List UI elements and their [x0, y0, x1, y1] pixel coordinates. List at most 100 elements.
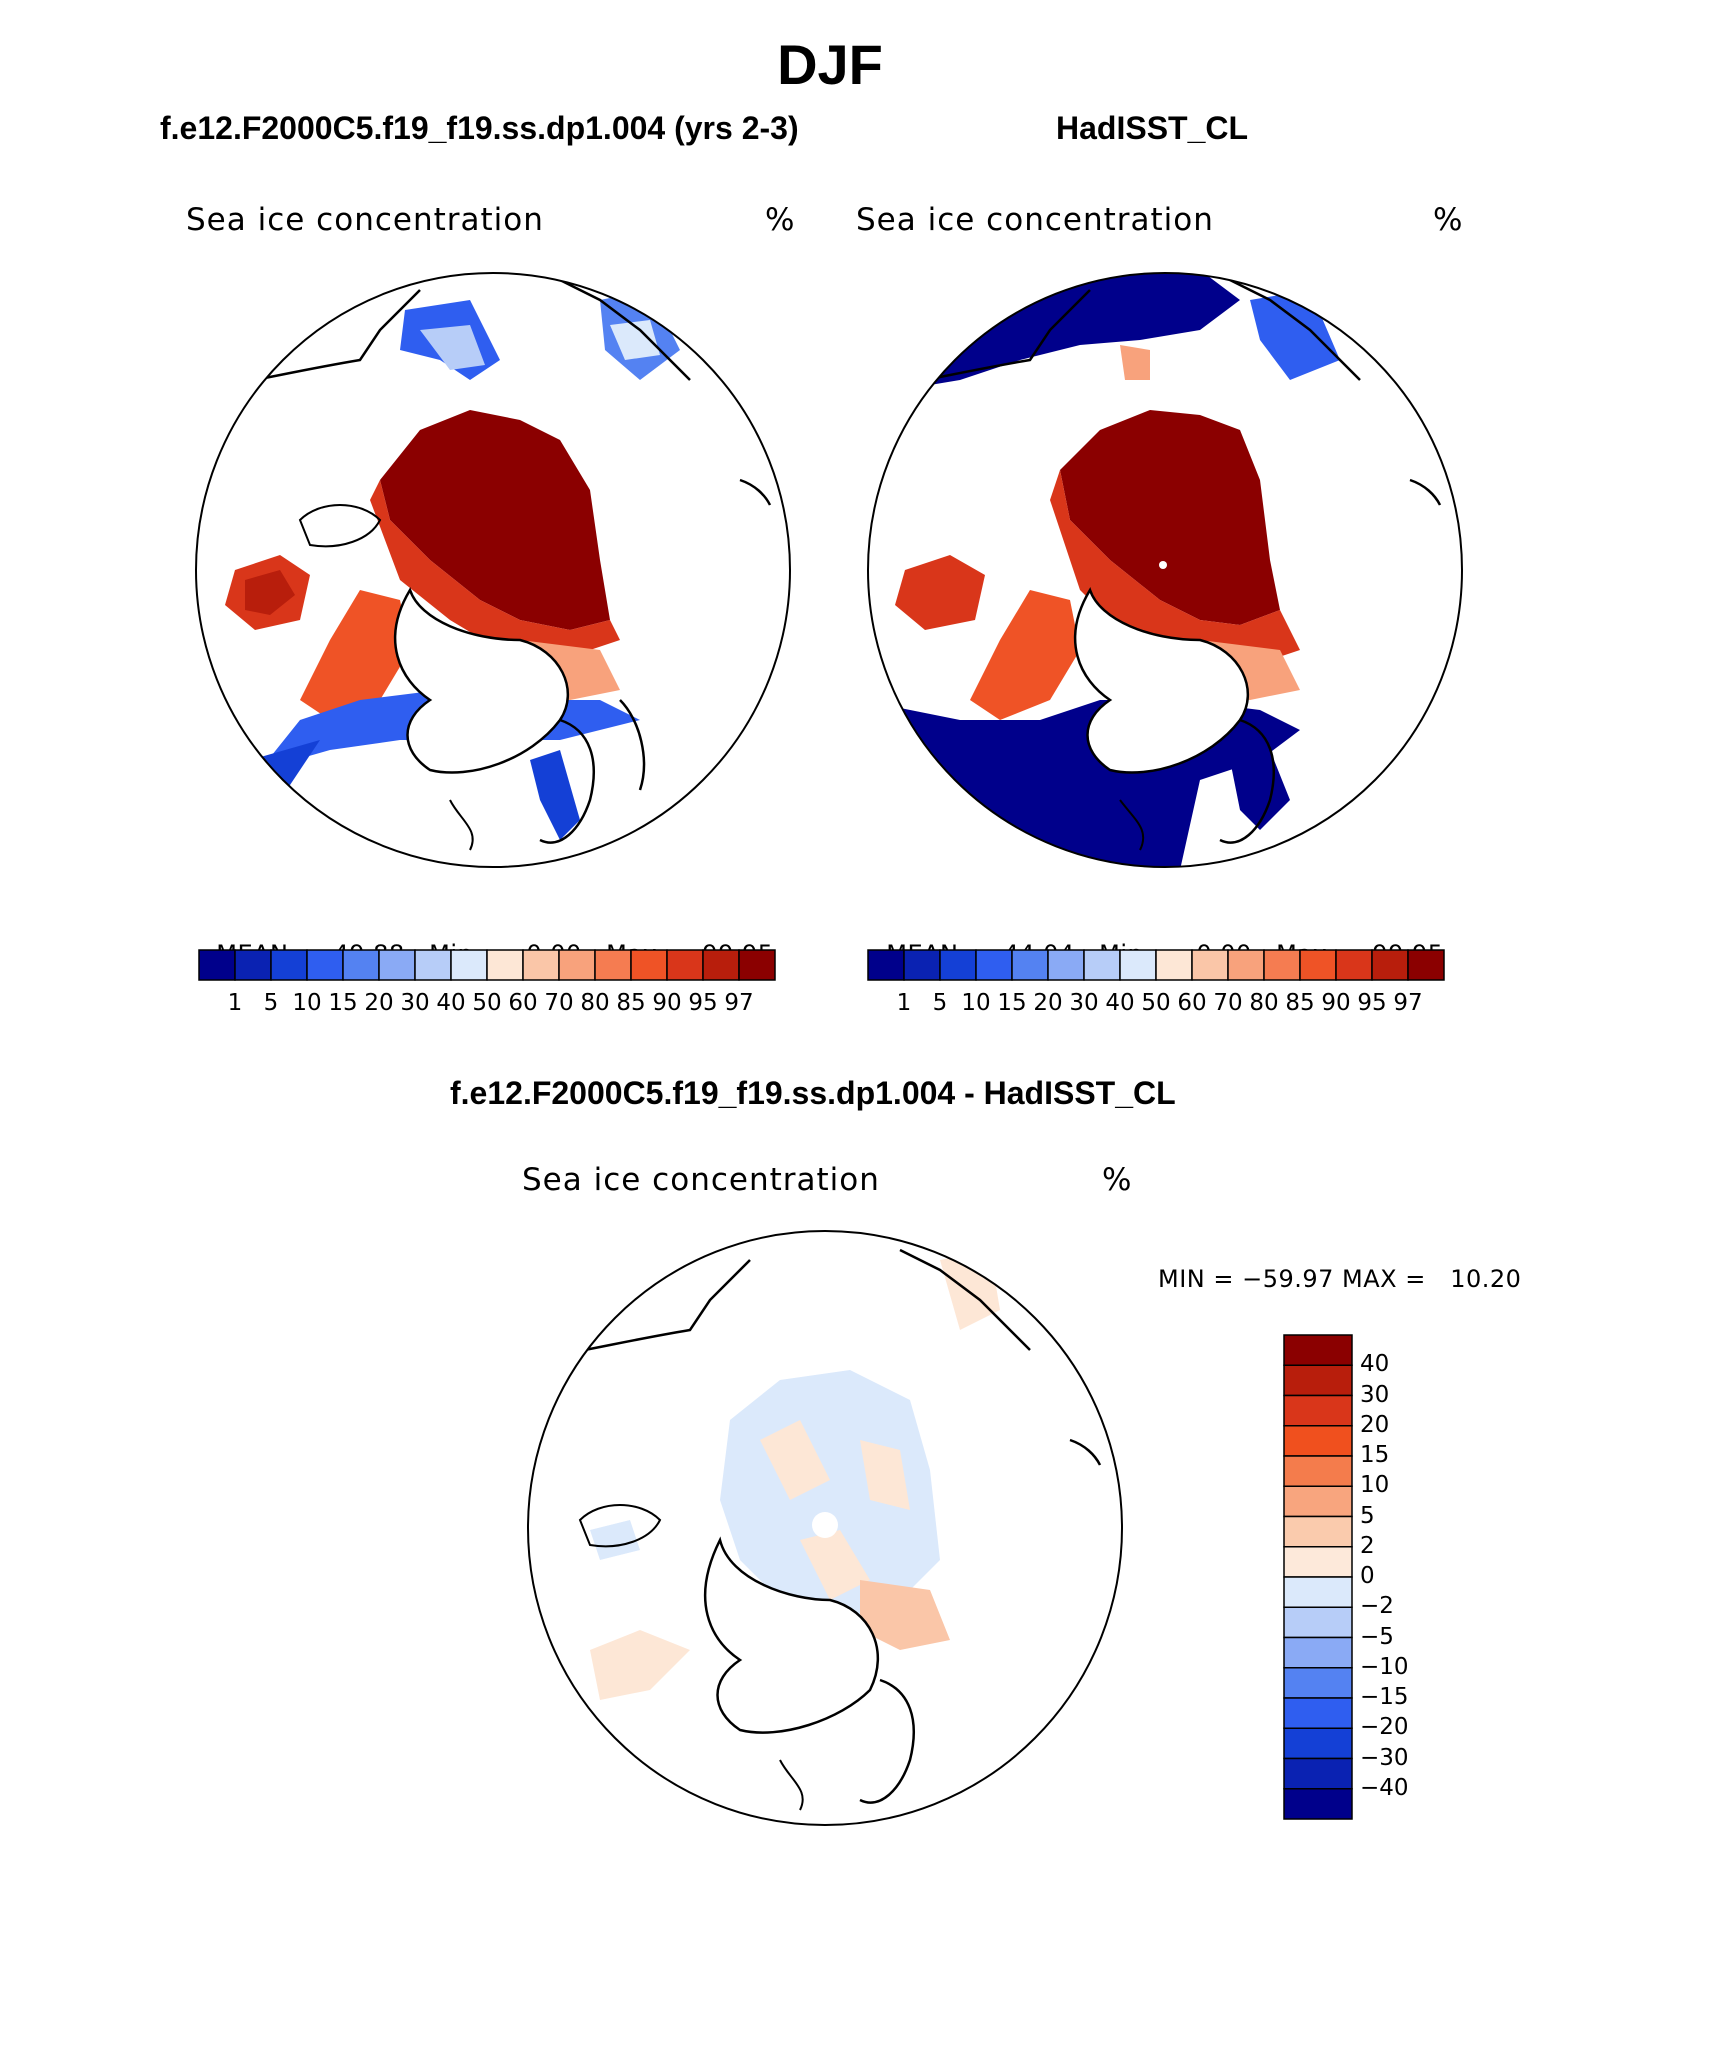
- colorbar-diff-tick-label: 0: [1360, 1563, 1375, 1589]
- colorbar-model-swatch: [738, 949, 776, 981]
- colorbar-diff-tick-label: −20: [1360, 1714, 1409, 1741]
- colorbar-model-tick-label: 85: [616, 990, 646, 1016]
- colorbar-model-swatch: [486, 949, 524, 981]
- colorbar-diff-tick-label: −30: [1360, 1744, 1409, 1771]
- colorbar-model-tick-label: 90: [652, 990, 682, 1016]
- panel-obs-title: HadISST_CL: [1056, 110, 1249, 146]
- colorbar-model-swatch: [558, 949, 596, 981]
- panel-obs-units: %: [1433, 202, 1464, 238]
- colorbar-diff-swatch: [1283, 1455, 1353, 1487]
- colorbar-diff-swatch: [1283, 1425, 1353, 1457]
- colorbar-diff-swatch: [1283, 1636, 1353, 1669]
- colorbar-diff-tick-label: −10: [1360, 1653, 1409, 1680]
- colorbar-model-swatch: [378, 949, 416, 981]
- colorbar-obs-tick-label: 20: [1033, 990, 1063, 1016]
- colorbar-obs-tick-label: 15: [997, 990, 1027, 1016]
- colorbar-model-tick-label: 1: [227, 990, 243, 1016]
- colorbar-diff-swatch: [1283, 1606, 1353, 1639]
- colorbar-diff-tick-label: −40: [1360, 1774, 1409, 1801]
- colorbar-model-swatch: [306, 949, 344, 981]
- panel-obs-variable-label: Sea ice concentration: [856, 202, 1214, 238]
- colorbar-model-tick-label: 97: [724, 990, 754, 1016]
- map-obs: [868, 273, 1462, 867]
- colorbar-diff-swatch: [1283, 1757, 1353, 1790]
- panel-diff-title: f.e12.F2000C5.f19_f19.ss.dp1.004 - HadIS…: [450, 1075, 1176, 1111]
- colorbar-obs-swatch: [1119, 949, 1157, 981]
- colorbar-obs-tick-label: 80: [1249, 990, 1279, 1016]
- panel-model-variable-label: Sea ice concentration: [186, 202, 544, 238]
- colorbar-obs-tick-label: 30: [1069, 990, 1099, 1016]
- colorbar-obs-tick-label: 97: [1393, 990, 1423, 1016]
- colorbar-model-tick-label: 20: [364, 990, 394, 1016]
- panel-diff-units: %: [1102, 1162, 1133, 1198]
- colorbar-diff-tick-label: 30: [1360, 1381, 1390, 1408]
- panel-model-units: %: [765, 202, 796, 238]
- colorbar-model-swatch: [270, 949, 308, 981]
- panel-diff-minmax: MIN = −59.97 MAX = 10.20: [1158, 1265, 1522, 1293]
- colorbar-obs-tick-label: 60: [1177, 990, 1207, 1016]
- colorbar-diff-swatch: [1283, 1697, 1353, 1729]
- map-diff: [528, 1231, 1122, 1825]
- colorbar-diff-swatch: [1283, 1788, 1353, 1820]
- colorbar-diff-tick-label: −5: [1360, 1623, 1394, 1650]
- colorbar-model-tick-label: 30: [400, 990, 430, 1016]
- colorbar-obs-tick-label: 90: [1321, 990, 1351, 1016]
- colorbar-model-tick-label: 40: [436, 990, 466, 1016]
- colorbar-model-tick-label: 95: [688, 990, 718, 1016]
- colorbar-diff-swatch: [1283, 1667, 1353, 1699]
- colorbar-obs-tick-label: 40: [1105, 990, 1135, 1016]
- colorbar-model-tick-label: 15: [328, 990, 358, 1016]
- colorbar-diff-swatch: [1283, 1334, 1353, 1366]
- colorbar-diff-swatch: [1283, 1364, 1353, 1397]
- colorbar-model-tick-label: 70: [544, 990, 574, 1016]
- colorbar-obs-tick-label: 10: [961, 990, 991, 1016]
- colorbar-obs-tick-label: 50: [1141, 990, 1171, 1016]
- colorbar-obs-tick-label: 5: [932, 990, 948, 1016]
- colorbar-obs-swatch: [1299, 949, 1337, 981]
- colorbar-diff-tick-label: 10: [1360, 1472, 1390, 1499]
- colorbar-obs-swatch: [1263, 949, 1301, 981]
- colorbar-obs-swatch: [1227, 949, 1265, 981]
- colorbar-model-tick-label: 50: [472, 990, 502, 1016]
- colorbar-obs-tick-label: 70: [1213, 990, 1243, 1016]
- colorbar-diff-swatch: [1283, 1515, 1353, 1548]
- colorbar-diff-tick-label: 5: [1360, 1502, 1375, 1529]
- colorbar-model-swatch: [234, 949, 272, 981]
- colorbar-obs-swatch: [1155, 949, 1193, 981]
- panel-diff-variable-label: Sea ice concentration: [522, 1162, 880, 1198]
- colorbar-diff-swatch: [1283, 1546, 1353, 1578]
- colorbar-obs-swatch: [1371, 949, 1409, 981]
- colorbar-obs-swatch: [1083, 949, 1121, 981]
- colorbar-model-tick-label: 60: [508, 990, 538, 1016]
- colorbar-diff-tick-label: 2: [1360, 1532, 1375, 1559]
- colorbar-model-tick-label: 10: [292, 990, 322, 1016]
- colorbar-model-swatch: [666, 949, 704, 981]
- colorbar-model-swatch: [198, 949, 236, 981]
- colorbar-diff-swatch: [1283, 1727, 1353, 1760]
- colorbar-diff-swatch: [1283, 1576, 1353, 1608]
- colorbar-obs-swatch: [903, 949, 941, 981]
- panel-model-title: f.e12.F2000C5.f19_f19.ss.dp1.004 (yrs 2-…: [160, 110, 799, 146]
- colorbar-diff-tick-label: 15: [1360, 1442, 1390, 1468]
- page-title: DJF: [777, 33, 883, 96]
- colorbar-obs-tick-label: 95: [1357, 990, 1387, 1016]
- colorbar-diff-tick-label: 20: [1360, 1411, 1390, 1438]
- map-model: [196, 273, 790, 867]
- colorbar-obs-tick-label: 1: [896, 990, 912, 1016]
- colorbar-diff-swatch: [1283, 1394, 1353, 1427]
- colorbar-obs-swatch: [939, 949, 977, 981]
- colorbar-model-swatch: [450, 949, 488, 981]
- colorbar-diff-tick-label: −15: [1360, 1684, 1409, 1710]
- colorbar-model-tick-label: 80: [580, 990, 610, 1016]
- colorbar-diff-tick-label: 40: [1360, 1351, 1390, 1378]
- colorbar-obs-swatch: [1335, 949, 1373, 981]
- colorbar-obs-swatch: [1011, 949, 1049, 981]
- colorbar-obs-tick-label: 85: [1285, 990, 1315, 1016]
- colorbar-model-tick-label: 5: [263, 990, 279, 1016]
- colorbar-diff-swatch: [1283, 1485, 1353, 1518]
- colorbar-obs-swatch: [1407, 949, 1445, 981]
